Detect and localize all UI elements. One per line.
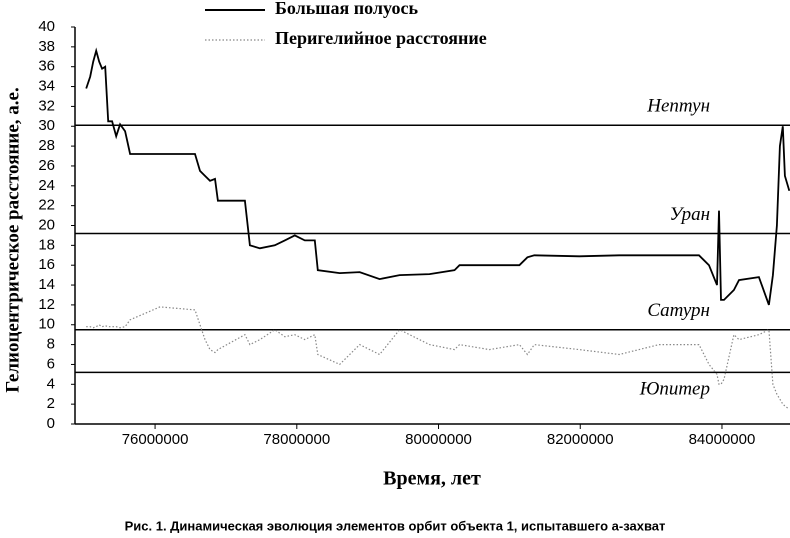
reference-label: Уран bbox=[670, 204, 710, 225]
x-tick-label: 84000000 bbox=[689, 431, 756, 448]
x-tick-label: 80000000 bbox=[405, 431, 472, 448]
y-tick-label: 14 bbox=[38, 276, 55, 293]
y-tick-label: 2 bbox=[47, 395, 55, 412]
reference-label: Сатурн bbox=[647, 300, 710, 321]
legend-label: Большая полуось bbox=[275, 0, 418, 18]
y-tick-label: 20 bbox=[38, 216, 55, 233]
series-line bbox=[86, 306, 790, 410]
y-tick-label: 16 bbox=[38, 256, 55, 273]
caption: Рис. 1. Динамическая эволюция элементов … bbox=[125, 518, 666, 533]
reference-label: Нептун bbox=[646, 96, 710, 117]
y-tick-label: 26 bbox=[38, 157, 55, 174]
y-tick-label: 0 bbox=[47, 415, 55, 432]
y-tick-label: 30 bbox=[38, 117, 55, 134]
reference-label: Юпитер bbox=[639, 379, 710, 400]
y-tick-label: 32 bbox=[38, 97, 55, 114]
y-axis-label: Гелиоцентрическое расстояние, а.е. bbox=[2, 87, 23, 392]
x-tick-label: 76000000 bbox=[122, 431, 189, 448]
y-tick-label: 36 bbox=[38, 58, 55, 75]
series-line bbox=[85, 47, 790, 306]
y-tick-label: 38 bbox=[38, 38, 55, 55]
x-tick-label: 78000000 bbox=[263, 431, 330, 448]
x-axis-label: Время, лет bbox=[383, 468, 481, 490]
y-tick-label: 34 bbox=[38, 78, 55, 95]
y-tick-label: 18 bbox=[38, 236, 55, 253]
legend-label: Перигелийное расстояние bbox=[275, 28, 487, 48]
y-tick-label: 40 bbox=[38, 18, 55, 35]
x-tick-label: 82000000 bbox=[547, 431, 614, 448]
y-tick-label: 6 bbox=[47, 355, 55, 372]
y-tick-label: 28 bbox=[38, 137, 55, 154]
y-tick-label: 10 bbox=[38, 316, 55, 333]
y-tick-label: 24 bbox=[38, 177, 55, 194]
y-tick-label: 22 bbox=[38, 197, 55, 214]
y-tick-label: 4 bbox=[47, 375, 55, 392]
y-tick-label: 8 bbox=[47, 336, 55, 353]
y-tick-label: 12 bbox=[38, 296, 55, 313]
